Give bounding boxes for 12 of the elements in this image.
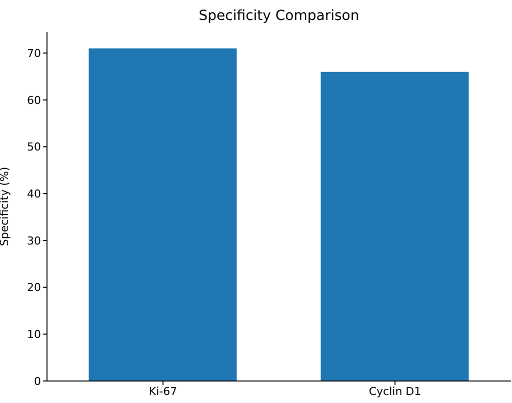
chart-title: Specificity Comparison xyxy=(198,8,360,24)
y-tick-label: 0 xyxy=(34,374,41,388)
x-tick-label: Cyclin D1 xyxy=(368,384,422,398)
y-tick-label: 20 xyxy=(27,281,41,294)
y-tick-label: 40 xyxy=(27,188,41,201)
y-tick-label: 60 xyxy=(27,94,41,107)
y-tick-label: 10 xyxy=(27,328,41,342)
y-tick-label: 30 xyxy=(27,234,41,248)
x-tick-label: Ki-67 xyxy=(148,384,178,398)
y-axis-title: Specificity (%) xyxy=(0,166,11,246)
y-tick-label: 50 xyxy=(27,140,41,154)
y-tick-label: 70 xyxy=(27,46,41,60)
